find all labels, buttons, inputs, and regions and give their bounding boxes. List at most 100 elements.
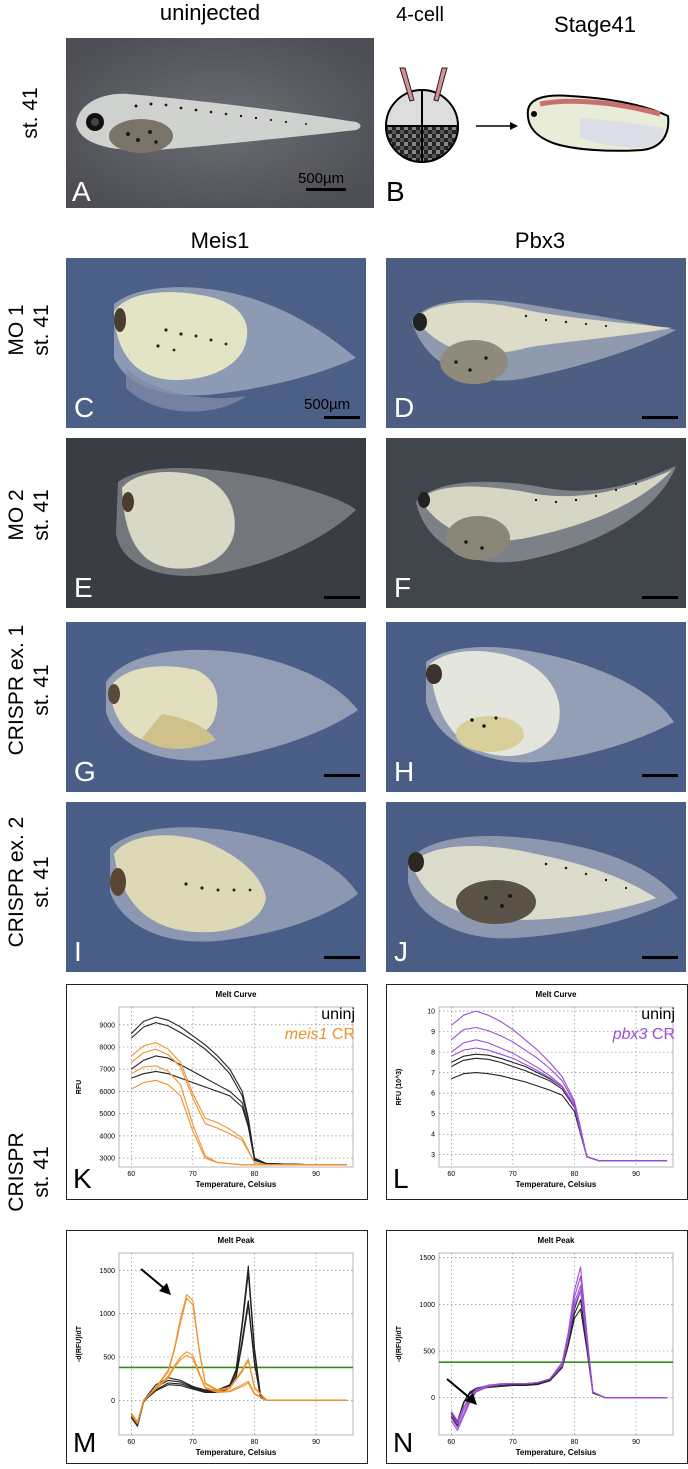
x-tick-label: 80	[251, 1171, 259, 1178]
y-tick-label: 1500	[99, 1268, 115, 1275]
scale-bar-d	[642, 416, 678, 419]
legend-k-cr: meis1 CR	[285, 1025, 355, 1045]
series-line-meis1-cr	[131, 1079, 347, 1166]
series-line-pbx3-cr	[450, 1289, 667, 1422]
x-tick-label: 90	[312, 1439, 320, 1446]
x-axis-label: Temperature, Celsius	[196, 1448, 277, 1457]
panel-i-photo: I	[66, 802, 366, 972]
column-title-uninjected: uninjected	[159, 0, 261, 25]
x-axis-label: Temperature, Celsius	[516, 1180, 597, 1189]
y-tick-label: 8	[431, 1050, 435, 1057]
injection-needle-icon	[399, 67, 415, 102]
meis1-mo1-tadpole-image	[66, 258, 366, 428]
x-tick-label: 90	[632, 1439, 640, 1446]
y-tick-label: 0	[111, 1398, 115, 1405]
series-line-pbx3-cr	[450, 1285, 667, 1425]
y-tick-label: 4	[431, 1132, 435, 1139]
melt-curve-pbx3-chart: Melt Curve 60 70 80 90 3 4 5 6 7 8 9 10 Temperature, …	[395, 990, 674, 1189]
series-line-pbx3-cr	[450, 1275, 667, 1429]
y-tick-label: 3	[431, 1152, 435, 1159]
uninjected-tadpole-image	[66, 38, 374, 208]
row-label-st41-a: st. 41	[19, 87, 42, 139]
scale-bar	[306, 188, 346, 191]
series-line-uninj	[450, 1308, 667, 1424]
legend-k: uninj meis1 CR	[285, 1005, 355, 1045]
chart-title: Melt Peak	[218, 1236, 255, 1245]
scale-bar-label-c: 500µm	[304, 396, 351, 413]
x-tick-label: 60	[127, 1439, 135, 1446]
panel-letter-m: M	[73, 1427, 97, 1458]
panel-letter-g: G	[74, 756, 96, 787]
column-title-4-cell: 4-cell	[396, 4, 444, 26]
x-tick-label: 80	[571, 1439, 579, 1446]
series-line-uninj	[131, 1070, 347, 1166]
y-tick-label: 5	[431, 1111, 435, 1118]
x-tick-label: 90	[312, 1171, 320, 1178]
legend-k-suffix: CR	[327, 1026, 355, 1043]
y-tick-label: 9000	[99, 1022, 115, 1029]
panel-e-photo: E	[66, 438, 366, 608]
panel-letter-h: H	[394, 756, 415, 787]
scale-bar-c	[324, 416, 360, 419]
panel-letter-c: C	[74, 392, 95, 423]
meis1-mo2-tadpole-image	[66, 438, 366, 608]
series-line-uninj	[450, 1289, 667, 1422]
y-tick-label: 3000	[99, 1156, 115, 1163]
melt-curve-meis1-chart: Melt Curve 60 70 80 90 3000 4000 5000 6000 7000 80…	[76, 990, 354, 1189]
panel-l-plot: Melt Curve 60 70 80 90 3 4 5 6 7 8 9 10 Temperature, …	[386, 984, 688, 1200]
x-tick-label: 90	[632, 1171, 640, 1178]
x-axis-label: Temperature, Celsius	[196, 1180, 277, 1189]
y-tick-label: 7000	[99, 1067, 115, 1074]
series-line-meis1-cr	[130, 1048, 347, 1166]
panel-b-schematic: B	[380, 38, 680, 208]
y-axis-label: RFU (10^3)	[395, 1069, 403, 1106]
panel-letter-k: K	[73, 1163, 92, 1194]
scale-bar-g	[324, 774, 360, 777]
panel-letter-d: D	[394, 392, 415, 423]
scale-bar-f	[642, 596, 678, 599]
y-tick-label: 0	[431, 1395, 435, 1402]
series-line-uninj	[130, 1304, 347, 1424]
panel-letter-a: A	[72, 176, 91, 207]
melt-peak-meis1-chart: Melt Peak 60 70 80 90 0 500 1000 1500 Temperature…	[76, 1236, 354, 1457]
panel-letter-j: J	[394, 936, 408, 967]
chart-title: Melt Peak	[538, 1236, 575, 1245]
meis1-crispr-ex2-tadpole-image	[66, 802, 366, 972]
row-label-crispr-plots: CRISPR st. 41	[5, 1132, 53, 1212]
legend-k-uninj: uninj	[321, 1006, 355, 1023]
series-line-uninj	[451, 1072, 667, 1162]
panel-letter-f: F	[394, 572, 412, 603]
pbx3-mo1-tadpole-image	[386, 258, 686, 428]
y-axis-label: -d(RFU)/dT	[76, 1325, 83, 1362]
meis1-crispr-ex1-tadpole-image	[66, 622, 366, 792]
y-tick-label: 4000	[99, 1133, 115, 1140]
x-tick-label: 70	[509, 1171, 517, 1178]
y-tick-label: 9	[431, 1029, 435, 1036]
panel-k-plot: Melt Curve 60 70 80 90 3000 4000 5000 6000 7000 80…	[66, 984, 368, 1200]
plot-area	[438, 1006, 674, 1168]
legend-l-gene: pbx3	[612, 1026, 648, 1043]
panel-letter-i: I	[74, 936, 82, 967]
y-axis-label: -d(RFU)/dT	[396, 1325, 403, 1362]
plot-area	[118, 1006, 354, 1168]
panel-letter-b: B	[386, 176, 405, 207]
y-tick-label: 500	[103, 1355, 115, 1362]
plot-area	[438, 1252, 674, 1436]
y-tick-label: 5000	[99, 1111, 115, 1118]
x-tick-label: 80	[251, 1439, 259, 1446]
series-line-uninj	[130, 1055, 347, 1166]
panel-m-plot: Melt Peak 60 70 80 90 0 500 1000 1500 Temperature…	[66, 1230, 368, 1464]
row-label-crispr-ex2: CRISPR ex. 2 st. 41	[5, 816, 53, 948]
scale-bar-i	[324, 956, 360, 959]
chart-title: Melt Curve	[216, 990, 257, 999]
injection-schematic	[384, 67, 670, 163]
x-tick-label: 70	[509, 1439, 517, 1446]
legend-l-cr: pbx3 CR	[613, 1025, 675, 1045]
row-label-mo2: MO 2 st. 41	[5, 489, 53, 541]
y-tick-label: 1000	[99, 1311, 115, 1318]
pbx3-mo2-tadpole-image	[386, 438, 686, 608]
panel-f-photo: F	[386, 438, 686, 608]
panel-h-photo: H	[386, 622, 686, 792]
chart-title: Melt Curve	[536, 990, 577, 999]
y-tick-label: 1500	[419, 1255, 435, 1262]
